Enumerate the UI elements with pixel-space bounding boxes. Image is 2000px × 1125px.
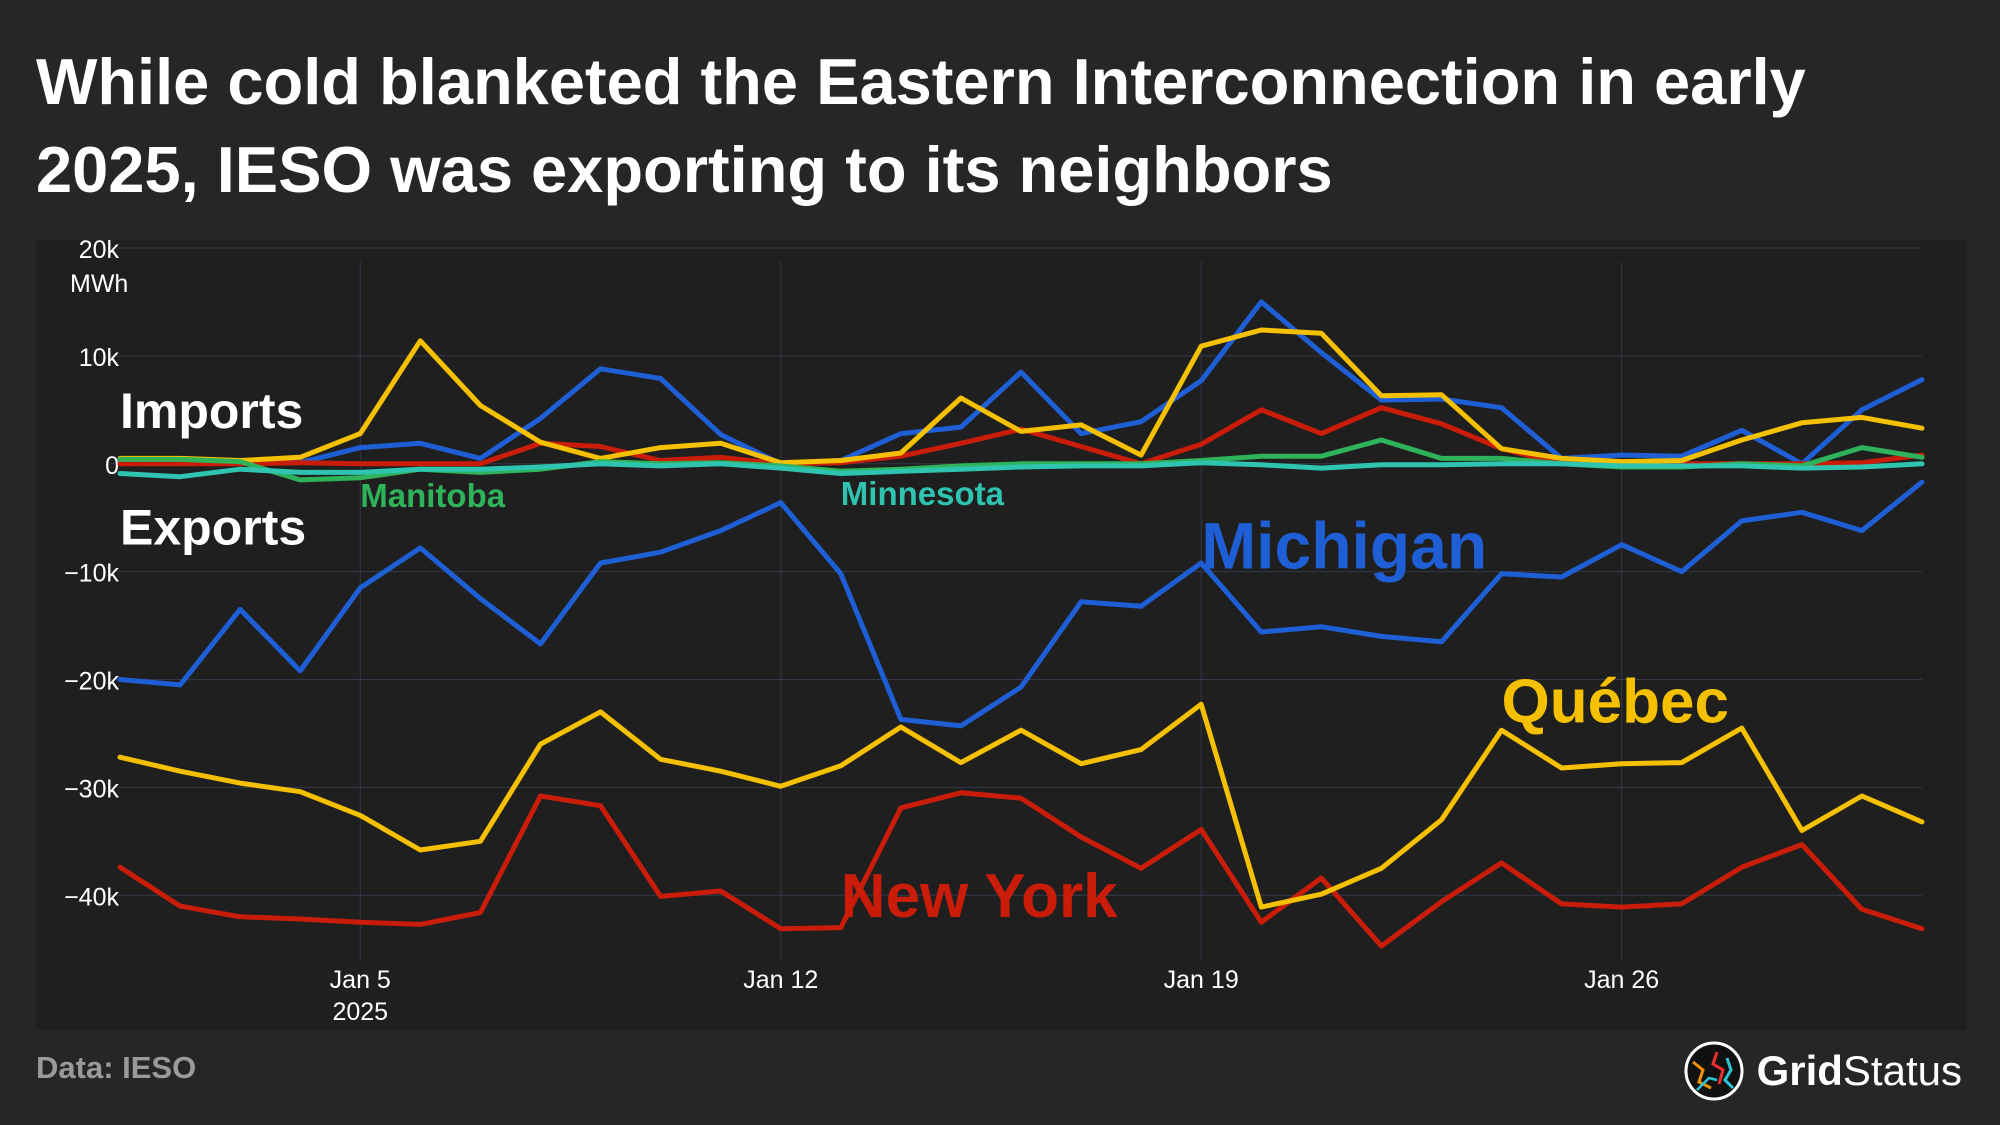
minnesota-label: Minnesota <box>841 475 1005 512</box>
x-tick-label: Jan 12 <box>743 966 818 994</box>
new-york-exports-line <box>117 790 1925 949</box>
minnesota-net-line <box>117 460 1925 480</box>
x-tick-sublabel: 2025 <box>332 998 388 1026</box>
brand-name: GridStatus <box>1757 1047 1962 1095</box>
exports-annotation: Exports <box>120 500 306 556</box>
grid-status-globe-icon <box>1684 1041 1744 1101</box>
quebec-imports-line <box>117 327 1925 466</box>
y-axis-unit-label: MWh <box>70 270 128 298</box>
grid-lines <box>110 247 1922 960</box>
imports-annotation: Imports <box>120 383 303 439</box>
michigan-imports-line <box>117 299 1925 467</box>
grid-status-logo: GridStatus <box>1683 1036 1962 1106</box>
axis-labels: 20k MWh 10k 0 −10k −20k −30k −40k Jan 5 2025 Jan 1… <box>64 236 1659 1026</box>
plot-area-background <box>36 240 1966 1030</box>
quebec-label: Québec <box>1502 668 1729 737</box>
brand-name-bold: Grid <box>1756 1047 1843 1094</box>
y-tick-label: −40k <box>64 883 119 911</box>
michigan-exports-line <box>117 479 1925 729</box>
x-tick-label: Jan 19 <box>1164 966 1239 994</box>
chart-title: While cold blanketed the Eastern Interco… <box>36 45 1806 206</box>
y-tick-label: −10k <box>64 560 119 588</box>
series-lines <box>117 299 1925 949</box>
y-tick-label: −20k <box>64 668 119 696</box>
y-tick-label: −30k <box>64 775 119 803</box>
data-source-note: Data: IESO <box>36 1050 197 1085</box>
y-tick-label: 20k <box>79 236 120 264</box>
x-tick-label: Jan 5 <box>330 966 391 994</box>
michigan-label: Michigan <box>1201 508 1487 582</box>
y-tick-label: 10k <box>79 344 120 372</box>
brand-name-regular: Status <box>1842 1047 1962 1094</box>
series-labels: Imports Exports Manitoba Minnesota Michigan Q… <box>120 383 1729 931</box>
manitoba-label: Manitoba <box>360 477 505 514</box>
new-york-label: New York <box>841 862 1118 931</box>
quebec-exports-line <box>117 701 1925 910</box>
x-tick-label: Jan 26 <box>1584 966 1659 994</box>
y-tick-label: 0 <box>105 452 119 480</box>
